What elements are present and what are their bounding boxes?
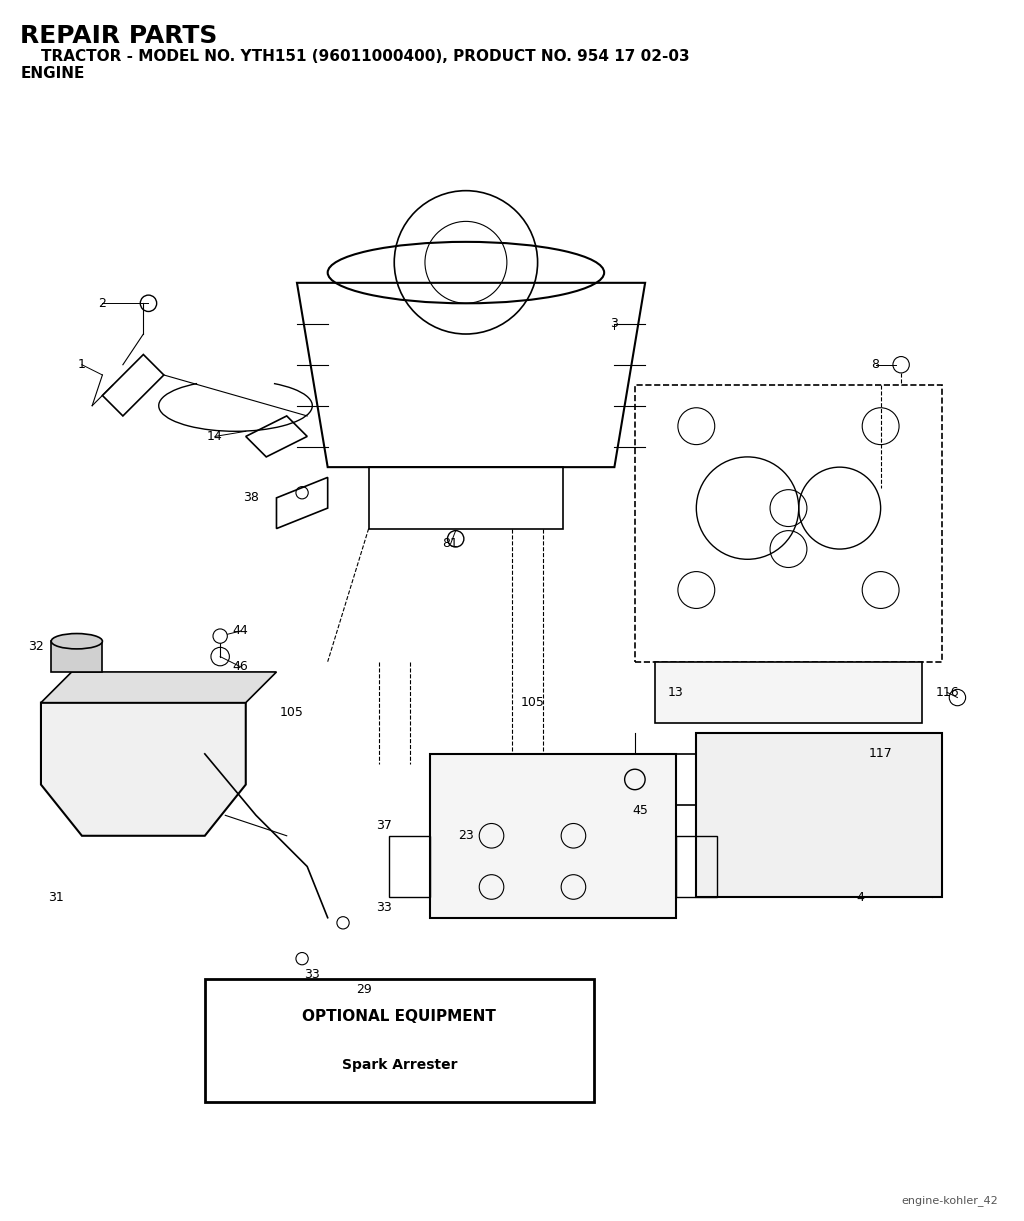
Text: 116: 116 (935, 686, 959, 698)
Text: 44: 44 (232, 624, 249, 637)
Text: 14: 14 (207, 430, 223, 443)
Text: 13: 13 (668, 686, 684, 698)
Text: 81: 81 (442, 537, 459, 551)
Bar (205, 979, 594, 1103)
Text: OPTIONAL EQUIPMENT: OPTIONAL EQUIPMENT (302, 1009, 497, 1023)
Circle shape (213, 629, 227, 643)
Polygon shape (51, 641, 102, 672)
Ellipse shape (51, 634, 102, 648)
Text: 3: 3 (610, 317, 618, 330)
Polygon shape (696, 734, 942, 897)
Text: 105: 105 (520, 696, 545, 709)
Text: Spark Arrester: Spark Arrester (342, 1059, 457, 1072)
Text: 8: 8 (871, 358, 880, 371)
Text: 37: 37 (376, 819, 392, 832)
Text: 46: 46 (232, 661, 249, 673)
Text: 2: 2 (98, 297, 106, 310)
Text: 4: 4 (856, 891, 864, 904)
Text: 1: 1 (78, 358, 86, 371)
Polygon shape (655, 662, 922, 723)
Text: 33: 33 (304, 967, 321, 980)
Text: 29: 29 (355, 983, 372, 996)
Text: REPAIR PARTS: REPAIR PARTS (20, 23, 218, 48)
Text: 31: 31 (48, 891, 65, 904)
Text: 45: 45 (632, 803, 648, 817)
Text: 33: 33 (376, 901, 392, 915)
Polygon shape (41, 672, 276, 702)
Text: engine-kohler_42: engine-kohler_42 (901, 1194, 997, 1205)
Text: 38: 38 (243, 491, 259, 504)
Polygon shape (41, 702, 246, 836)
Polygon shape (430, 753, 676, 918)
Text: 23: 23 (458, 829, 474, 842)
Text: 32: 32 (28, 640, 44, 653)
Text: ENGINE: ENGINE (20, 66, 85, 81)
Text: 117: 117 (868, 747, 893, 761)
Text: TRACTOR - MODEL NO. YTH151 (96011000400), PRODUCT NO. 954 17 02-03: TRACTOR - MODEL NO. YTH151 (96011000400)… (20, 49, 690, 63)
Text: 105: 105 (280, 707, 304, 719)
